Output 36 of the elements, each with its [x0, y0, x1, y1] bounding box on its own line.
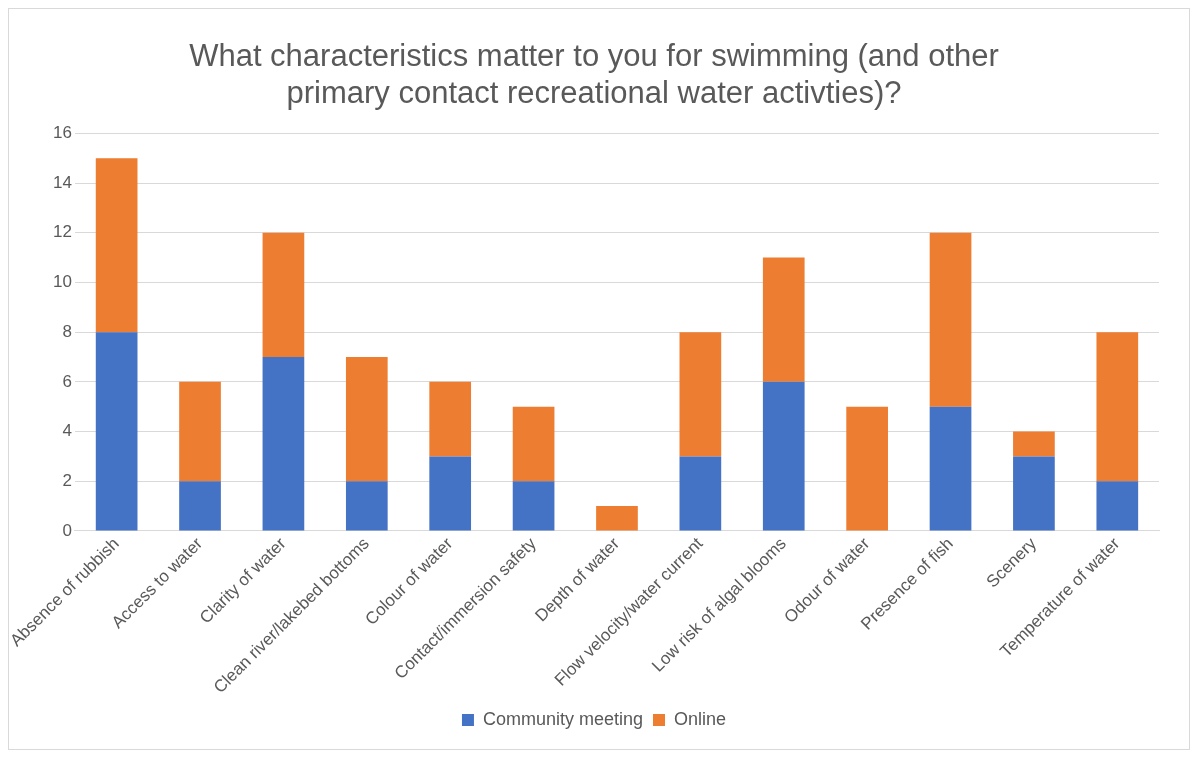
bar [679, 456, 722, 531]
bar [95, 332, 138, 531]
bar [345, 357, 388, 482]
bar [262, 232, 305, 357]
bar [846, 406, 888, 531]
bar [512, 481, 555, 531]
y-tick-label: 14 [53, 172, 72, 192]
bar [679, 332, 722, 457]
y-tick-label: 4 [62, 421, 72, 441]
y-tick-label: 8 [62, 321, 72, 341]
bar [1013, 431, 1055, 457]
bar [1096, 481, 1139, 531]
chart-title: What characteristics matter to you for swimming (and other primary contact recreational water activties)? [189, 38, 999, 111]
bar [512, 406, 555, 482]
bar [429, 456, 472, 531]
y-tick-label: 0 [62, 520, 72, 540]
legend-label: Community meeting [482, 708, 644, 729]
bar [95, 158, 138, 333]
bar [262, 357, 305, 531]
bar [762, 381, 805, 531]
y-tick-label: 12 [53, 222, 72, 242]
bar [429, 381, 472, 457]
bar [1013, 456, 1055, 531]
bar [929, 232, 972, 407]
bar [345, 481, 388, 531]
bar [929, 406, 972, 531]
y-tick-label: 10 [53, 272, 72, 292]
bar [1096, 332, 1139, 482]
bar [596, 506, 638, 531]
bar [179, 481, 221, 531]
y-tick-label: 6 [62, 371, 72, 391]
bar [762, 257, 805, 382]
y-tick-label: 2 [62, 470, 72, 490]
bar [179, 381, 221, 482]
legend-label: Online [674, 708, 727, 729]
y-tick-label: 16 [53, 123, 72, 143]
